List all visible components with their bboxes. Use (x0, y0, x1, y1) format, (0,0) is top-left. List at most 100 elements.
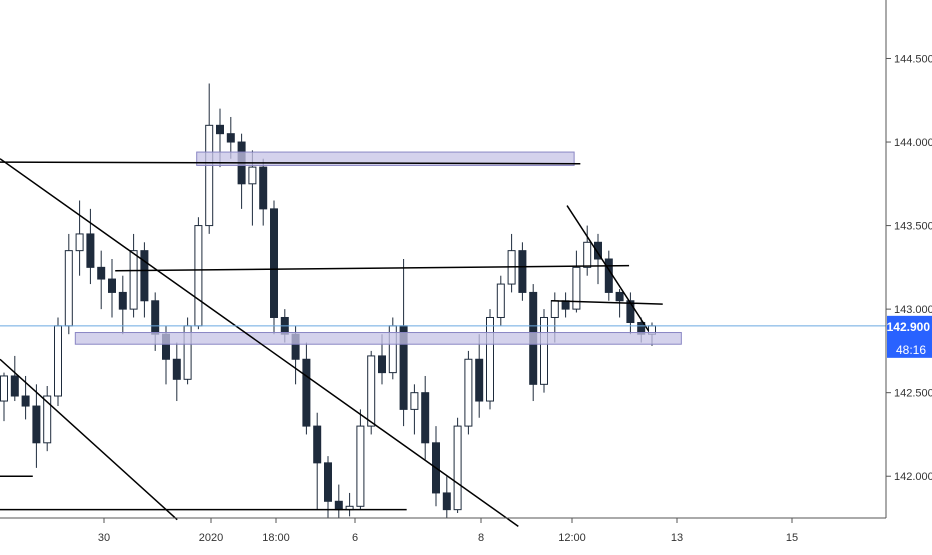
candle-body (75, 233, 84, 252)
candle-body (270, 208, 278, 318)
candle (367, 350, 376, 435)
candle (388, 317, 397, 380)
candle-body (518, 250, 527, 293)
candle (302, 342, 311, 435)
candle-body (86, 233, 95, 268)
candle-body (64, 250, 73, 327)
trendline[interactable] (566, 205, 650, 332)
candle (540, 309, 548, 393)
time-tick-label: 6 (352, 532, 358, 544)
candle-body (572, 266, 581, 310)
trendline[interactable] (0, 161, 581, 165)
candle (97, 250, 106, 310)
candle (43, 385, 52, 452)
upper-supply-zone[interactable] (196, 151, 575, 166)
candle-body (550, 300, 559, 318)
price-tick-label: 144.500 (894, 53, 932, 65)
candle-body (32, 405, 41, 444)
candle-body (151, 300, 160, 335)
candle (518, 242, 527, 301)
last-price-badge-rect (887, 315, 932, 358)
candle-body (129, 250, 138, 310)
candle (410, 384, 419, 435)
candle-body (194, 225, 203, 327)
time-tick-label: 8 (478, 532, 484, 544)
candle (486, 309, 494, 410)
candle-body (259, 166, 268, 210)
candle (496, 275, 505, 326)
candle (583, 225, 592, 276)
candle-body (140, 250, 149, 302)
candles-layer (0, 83, 656, 518)
candle-body (248, 166, 257, 185)
candle-body (442, 492, 451, 511)
price-tick-label: 143.500 (894, 221, 932, 233)
candle (183, 317, 192, 385)
candle-body (334, 500, 343, 511)
candle-body (97, 266, 106, 280)
candle (10, 355, 19, 402)
candle (118, 275, 127, 335)
trendline[interactable] (115, 264, 630, 272)
candle (313, 412, 322, 510)
time-tick-label: 15 (786, 532, 798, 544)
zones-layer (74, 151, 682, 345)
candle (464, 350, 473, 435)
candle (0, 372, 8, 422)
candle-body (604, 258, 613, 293)
candle (442, 476, 451, 518)
candle-body (118, 291, 127, 310)
candle (86, 208, 95, 285)
trendlines-layer (0, 158, 663, 527)
candle-body (421, 392, 430, 444)
price-tick-label: 143.000 (894, 304, 932, 316)
price-axis[interactable]: 144.500 144.000 143.500 143.000 142.500 142.0… (886, 53, 932, 483)
lower-demand-zone[interactable] (74, 332, 682, 345)
candle (594, 233, 602, 285)
candle-body (615, 291, 624, 302)
candle (54, 317, 62, 407)
candle (194, 217, 203, 330)
candle (108, 259, 116, 318)
price-tick-label: 142.500 (894, 388, 932, 400)
candle (626, 292, 635, 335)
candle-body (302, 358, 311, 427)
candle-body (216, 124, 224, 135)
trendline[interactable] (551, 300, 663, 305)
time-tick-label: 2020 (199, 532, 223, 544)
candle-body (172, 358, 181, 380)
candle (75, 200, 84, 276)
time-tick-label: 12:00 (558, 532, 586, 544)
candle-body (10, 375, 19, 397)
candle-body (464, 358, 473, 427)
candle (475, 334, 484, 418)
candle (32, 384, 41, 468)
candle-body (496, 283, 505, 318)
candle-body (108, 278, 116, 293)
candle-body (486, 316, 494, 402)
candle-body (583, 241, 592, 268)
price-tick-label: 144.000 (894, 137, 932, 149)
trendline[interactable] (0, 358, 178, 521)
candle-body (453, 425, 462, 511)
candle-body (324, 462, 332, 502)
candle (259, 158, 268, 226)
candle (172, 342, 181, 402)
candle-body (21, 395, 30, 407)
price-tick-label: 142.000 (894, 471, 932, 483)
candle (421, 375, 430, 460)
time-tick-label: 13 (671, 532, 683, 544)
candle (356, 409, 365, 510)
trendline[interactable] (0, 158, 519, 527)
candle-body (356, 425, 365, 507)
candle-body (626, 300, 635, 323)
candle (129, 233, 138, 318)
candle-body (475, 358, 484, 402)
candle-body (226, 133, 235, 143)
candle (453, 417, 462, 513)
candle-body (313, 425, 322, 464)
time-axis[interactable]: 30 2020 18:00 6 8 12:00 13 15 (98, 518, 798, 544)
